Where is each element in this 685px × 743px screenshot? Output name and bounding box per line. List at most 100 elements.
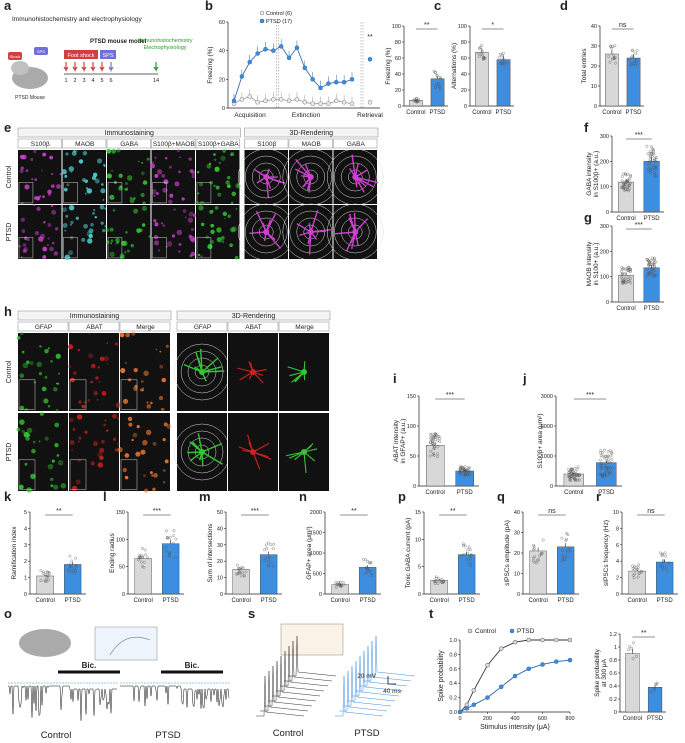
data-point: [442, 580, 446, 583]
data-point: [458, 471, 462, 474]
data-point: [569, 479, 572, 482]
fluorescent-cell: [197, 192, 200, 195]
data-point: [646, 162, 650, 166]
fluorescent-cell: [18, 244, 22, 248]
section-header: 3D-Rendering: [289, 130, 333, 137]
bar-ptsd: [64, 564, 82, 595]
chart-t_bar: 0 0.2 0.4 0.6 0.8 1 1.2 Spike probability at 300…: [594, 630, 666, 722]
data-point: [621, 181, 625, 185]
retrieval-sig: **: [367, 34, 373, 41]
astrocyte-process: [252, 451, 261, 470]
sig-label: **: [351, 508, 357, 515]
fluorescent-cell: [97, 451, 103, 458]
y-tick-label: 0: [24, 592, 27, 598]
column-header-box: [106, 138, 151, 149]
data-point: [468, 471, 472, 475]
panel-letter-n: n: [299, 489, 307, 504]
fluorescent-cell: [161, 222, 164, 225]
inset-frame: [107, 237, 123, 259]
y-tick-label: 40: [591, 24, 597, 30]
data-point: [567, 475, 571, 478]
astrocyte-soma: [250, 449, 256, 455]
inset-frame: [152, 182, 167, 204]
scale-volt-label: 20 mV: [357, 673, 376, 680]
bar-control: [331, 584, 349, 595]
fluorescent-cell: [23, 431, 30, 438]
bar-ptsd: [162, 543, 180, 595]
data-point: [621, 267, 624, 271]
fluorescent-cell: [187, 217, 194, 223]
data-point: [640, 570, 644, 574]
fluorescent-cell: [50, 204, 54, 207]
fluorescent-cell: [77, 348, 81, 352]
x-tick-label: Control: [602, 110, 621, 116]
data-point: [166, 536, 170, 540]
y-tick-label: 50: [410, 454, 416, 460]
sholl-ring: [296, 162, 325, 192]
inset-frame: [18, 182, 34, 204]
data-point: [415, 99, 419, 103]
astrocyte-process: [201, 451, 223, 465]
chart-n: 0 500 1000 1500 2000 GFAP+ area (μm²) Control P…: [306, 508, 381, 604]
fluorescent-cell: [24, 184, 30, 190]
micrograph-h-4-0: [228, 333, 278, 411]
y-tick-label: 0: [616, 592, 619, 598]
brain-slice-outline: [109, 636, 151, 656]
astrocyte-soma: [250, 369, 256, 375]
fluorescent-cell: [42, 255, 47, 259]
fluorescent-cell: [173, 208, 176, 211]
fluorescent-cell: [40, 412, 44, 416]
data-point: [652, 267, 655, 271]
micrograph-h-2-1: [117, 413, 172, 493]
sig-label: ***: [635, 132, 643, 139]
fluorescent-cell: [174, 181, 180, 187]
sholl-ring: [245, 210, 288, 254]
fluorescent-cell: [161, 377, 166, 383]
fluorescent-cell: [83, 400, 87, 404]
data-point: [565, 548, 569, 552]
micrograph-h-2-0: [119, 331, 170, 411]
trace-label: Control: [41, 730, 72, 741]
spike-trace: [343, 665, 392, 707]
fluorescent-cell: [162, 224, 166, 228]
fluorescent-cell: [34, 178, 37, 181]
astrocyte-process: [333, 231, 356, 235]
data-point: [630, 48, 634, 52]
data-point: [653, 688, 656, 692]
fluorescent-cell: [230, 201, 234, 205]
y-tick-label: 15: [415, 510, 421, 516]
data-point: [413, 99, 417, 103]
fluorescent-cell: [113, 437, 117, 441]
fluorescent-cell: [38, 440, 41, 443]
shock-tag-text: Shock: [9, 54, 20, 59]
fluorescent-cell: [178, 156, 181, 159]
fluorescent-cell: [47, 192, 52, 196]
data-point: [469, 564, 472, 568]
day-label: 2: [73, 78, 76, 84]
data-point: [326, 81, 331, 86]
data-point: [654, 155, 658, 159]
y-axis-label: ABAT intensity: [393, 419, 400, 462]
endpoint-line2: Electrophysiology: [143, 45, 186, 51]
data-point: [633, 572, 637, 576]
astrocyte-process: [354, 176, 375, 188]
fluorescent-cell: [154, 222, 159, 227]
data-point: [535, 561, 539, 565]
data-point: [235, 572, 239, 576]
y-tick-label: 60: [461, 56, 467, 62]
fluorescent-cell: [70, 220, 74, 225]
data-point: [648, 159, 652, 163]
fluorescent-cell: [151, 474, 154, 477]
fluorescent-cell: [158, 395, 164, 401]
fluorescent-cell: [215, 185, 220, 190]
chart-d: 0 10 20 30 40 Total entries Control PTSD ns: [581, 22, 644, 116]
fluorescent-cell: [143, 474, 146, 477]
fluorescent-cell: [140, 192, 145, 198]
fluorescent-cell: [36, 206, 41, 211]
data-point: [620, 276, 624, 280]
data-point: [485, 695, 490, 700]
fluorescent-cell: [69, 236, 74, 240]
data-point: [569, 549, 572, 553]
data-point: [365, 571, 369, 574]
